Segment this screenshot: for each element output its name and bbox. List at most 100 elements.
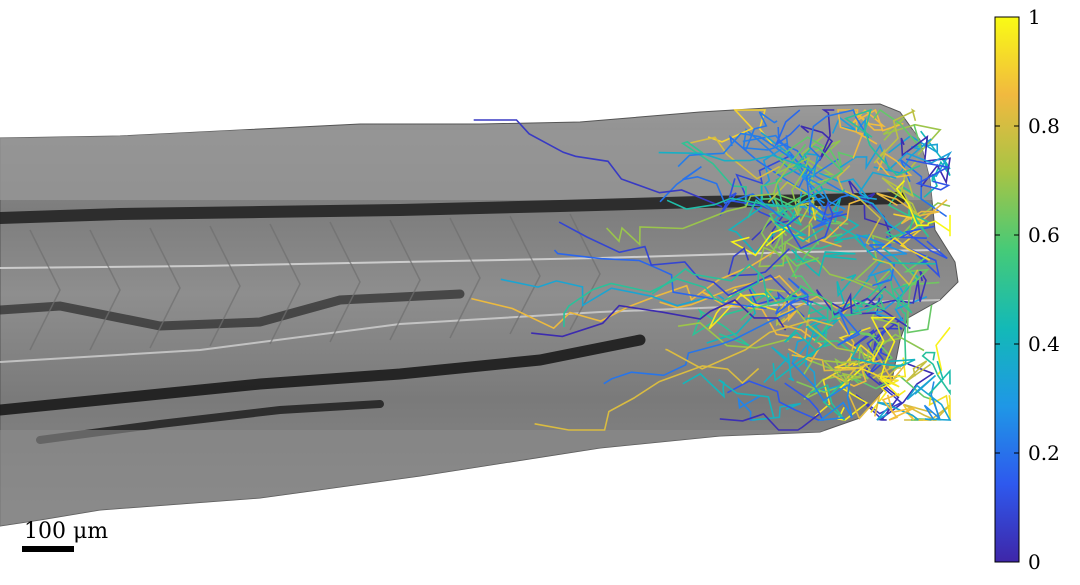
trajectory-line bbox=[889, 279, 907, 371]
trajectory-line bbox=[818, 199, 861, 248]
trajectory-line bbox=[903, 255, 933, 334]
trajectory-line bbox=[873, 108, 917, 164]
colorbar-tick-label: 0.8 bbox=[1028, 114, 1060, 138]
trajectory-line bbox=[665, 318, 834, 370]
trajectory-line bbox=[838, 225, 936, 265]
trajectory-line bbox=[837, 109, 878, 159]
cell-trajectories bbox=[471, 108, 953, 431]
trajectory-line bbox=[928, 390, 951, 420]
trajectory-line bbox=[814, 326, 877, 417]
trajectory-line bbox=[677, 132, 790, 168]
trajectory-line bbox=[707, 109, 773, 145]
trajectory-line bbox=[876, 401, 919, 421]
trajectory-line bbox=[651, 263, 807, 306]
colorbar-ticks: 0 0.2 0.4 0.6 0.8 1 bbox=[995, 5, 1060, 574]
trajectory-line bbox=[534, 365, 760, 431]
trajectory-line bbox=[898, 225, 948, 260]
trajectory-line bbox=[690, 136, 781, 180]
ventral-dark-stripe-1 bbox=[0, 334, 646, 416]
trajectory-line bbox=[867, 252, 928, 322]
trajectory-line bbox=[875, 283, 913, 314]
trajectory-line bbox=[935, 327, 951, 376]
trajectory-line bbox=[748, 288, 805, 318]
trajectory-line bbox=[777, 222, 820, 267]
trajectory-line bbox=[837, 309, 862, 347]
trajectory-line bbox=[740, 284, 834, 321]
colorbar-tick-label: 0.6 bbox=[1028, 223, 1060, 247]
muscle-chevrons bbox=[29, 213, 601, 351]
trajectory-line bbox=[783, 145, 844, 207]
trajectory-line bbox=[719, 178, 775, 216]
trajectory-line bbox=[737, 395, 761, 421]
colorbar-tick-label: 1 bbox=[1028, 5, 1041, 29]
trajectory-line bbox=[898, 259, 940, 286]
trajectory-line bbox=[791, 331, 840, 404]
trajectory-line bbox=[795, 309, 859, 353]
trajectory-line bbox=[866, 244, 896, 287]
trajectory-line bbox=[906, 374, 952, 421]
colorbar-gradient bbox=[994, 16, 1020, 563]
trajectory-line bbox=[774, 156, 811, 215]
trajectory-line bbox=[877, 363, 935, 421]
trajectory-line bbox=[729, 126, 810, 190]
trajectory-line bbox=[909, 213, 933, 238]
colorbar: 0 0.2 0.4 0.6 0.8 1 bbox=[994, 5, 1060, 574]
trajectory-line bbox=[831, 359, 907, 387]
trajectory-line bbox=[808, 203, 844, 230]
trajectory-line bbox=[767, 181, 815, 224]
trajectory-line bbox=[872, 257, 919, 286]
trajectory-line bbox=[763, 288, 787, 327]
trajectory-line bbox=[745, 111, 778, 150]
central-pigment bbox=[0, 289, 465, 331]
colorbar-tick-label: 0.4 bbox=[1028, 332, 1060, 356]
trajectory-line bbox=[785, 135, 852, 210]
scale-bar-label: 100 μm bbox=[24, 519, 108, 544]
trajectory-line bbox=[659, 166, 781, 218]
trajectory-line bbox=[791, 362, 853, 422]
trajectory-line bbox=[606, 163, 792, 247]
trajectory-line bbox=[899, 159, 948, 218]
trajectory-line bbox=[805, 109, 870, 223]
trajectory-line bbox=[783, 205, 824, 244]
trajectory-line bbox=[849, 194, 908, 237]
trajectory-line bbox=[836, 165, 882, 246]
trajectory-line bbox=[870, 316, 906, 397]
trajectory-line bbox=[785, 200, 848, 250]
trajectory-line bbox=[843, 108, 921, 176]
trajectory-line bbox=[471, 250, 775, 330]
trajectory-line bbox=[882, 117, 942, 156]
trajectory-line bbox=[905, 158, 951, 191]
trajectory-line bbox=[727, 185, 800, 254]
trajectory-line bbox=[680, 140, 794, 222]
trajectory-line bbox=[603, 308, 797, 385]
trajectory-line bbox=[730, 225, 792, 257]
trajectory-line bbox=[708, 288, 777, 330]
trajectory-line bbox=[473, 119, 723, 208]
notochord-line-lower bbox=[0, 299, 941, 363]
trajectory-line bbox=[905, 360, 931, 383]
colorbar-tick-label: 0.2 bbox=[1028, 441, 1060, 465]
colorbar-tick-label: 0 bbox=[1028, 550, 1041, 574]
trajectory-line bbox=[813, 298, 886, 355]
trajectory-line bbox=[850, 343, 916, 368]
trajectory-line bbox=[873, 108, 922, 149]
trajectory-line bbox=[558, 221, 814, 304]
trajectory-line bbox=[776, 136, 858, 170]
trajectory-line bbox=[760, 216, 788, 262]
trajectory-line bbox=[773, 209, 825, 243]
trajectory-line bbox=[854, 202, 951, 287]
trajectory-line bbox=[818, 171, 897, 200]
trajectory-line bbox=[531, 299, 787, 338]
trajectory-line bbox=[868, 302, 902, 364]
trajectory-line bbox=[775, 277, 810, 315]
trajectory-line bbox=[658, 151, 814, 172]
notochord-line-upper bbox=[0, 249, 941, 269]
trajectory-line bbox=[752, 402, 802, 421]
trajectory-line bbox=[719, 412, 820, 431]
trajectory-line bbox=[791, 249, 857, 277]
trajectory-line bbox=[895, 180, 951, 237]
trajectory-line bbox=[500, 278, 725, 307]
trajectory-line bbox=[659, 274, 802, 309]
